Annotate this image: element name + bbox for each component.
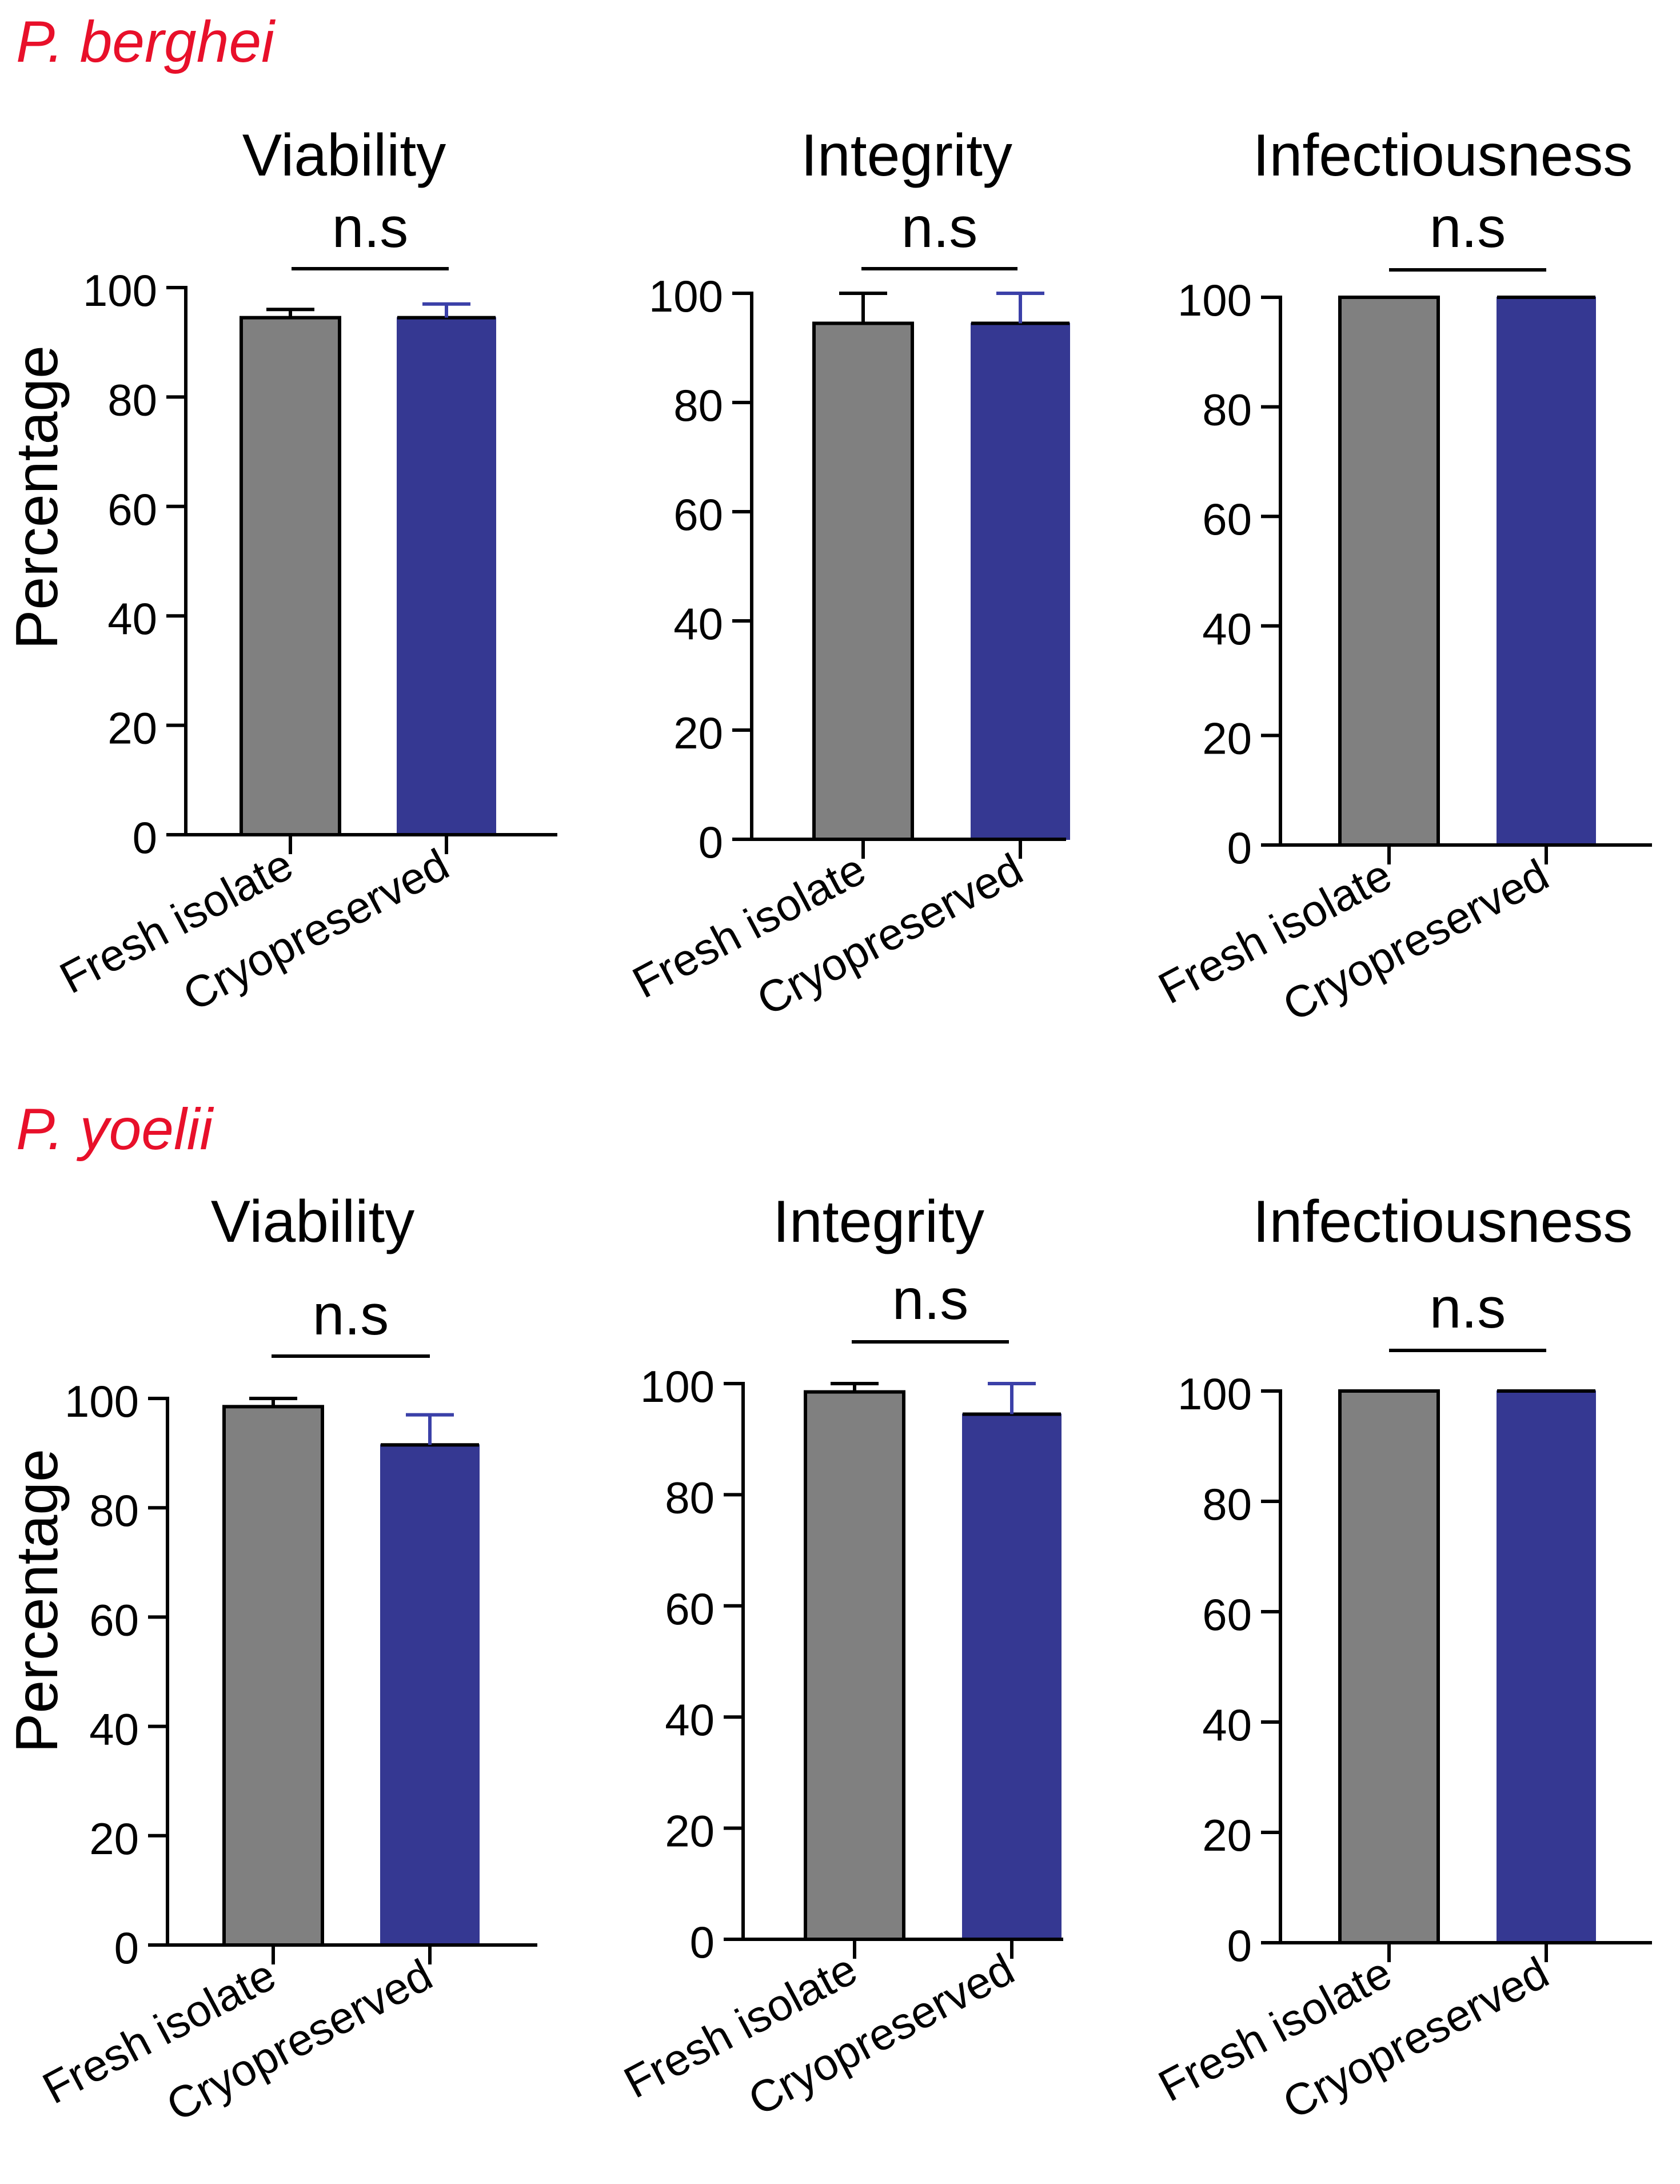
species-label-berghei: P. berghei bbox=[16, 9, 276, 74]
bar-cryopreserved bbox=[971, 322, 1070, 840]
y-tick-label: 80 bbox=[107, 374, 157, 425]
y-tick-label: 20 bbox=[107, 703, 157, 754]
y-tick-label: 60 bbox=[665, 1584, 715, 1634]
bar-fresh-isolate bbox=[1338, 296, 1440, 847]
y-tick-label: 40 bbox=[1202, 1700, 1252, 1750]
significance-label: n.s bbox=[1430, 1276, 1506, 1340]
y-tick-label: 80 bbox=[1202, 385, 1252, 435]
y-tick-label: 0 bbox=[690, 1917, 715, 1967]
bar-cryopreserved bbox=[962, 1413, 1062, 1940]
chart-title: Viability bbox=[211, 1189, 414, 1255]
y-tick-label: 100 bbox=[1178, 1369, 1252, 1419]
y-tick-label: 0 bbox=[114, 1923, 139, 1973]
y-tick-label: 100 bbox=[83, 265, 157, 316]
y-tick-label: 0 bbox=[133, 812, 157, 863]
bar-cryopreserved bbox=[1497, 1390, 1596, 1943]
chart-title: Infectiousness bbox=[1253, 122, 1633, 189]
significance-label: n.s bbox=[313, 1283, 389, 1347]
y-axis-label: Percentage bbox=[4, 1449, 70, 1753]
y-axis-label: Percentage bbox=[4, 345, 70, 649]
chart-title: Infectiousness bbox=[1253, 1189, 1633, 1255]
y-tick-label: 20 bbox=[89, 1814, 139, 1864]
chart-title: Viability bbox=[242, 122, 446, 189]
significance-label: n.s bbox=[901, 196, 977, 260]
y-tick-label: 80 bbox=[1202, 1479, 1252, 1529]
species-label-yoelii: P. yoelii bbox=[16, 1097, 214, 1162]
significance-label: n.s bbox=[1430, 196, 1506, 260]
y-tick-label: 0 bbox=[1227, 1920, 1252, 1971]
bar-fresh-isolate bbox=[222, 1405, 324, 1947]
significance-label: n.s bbox=[332, 196, 408, 260]
bar-cryopreserved bbox=[380, 1444, 480, 1946]
bar-cryopreserved bbox=[397, 317, 496, 835]
y-tick-label: 60 bbox=[89, 1595, 139, 1645]
bar-fresh-isolate bbox=[812, 321, 914, 841]
y-tick-label: 40 bbox=[1202, 604, 1252, 654]
y-tick-label: 80 bbox=[89, 1485, 139, 1536]
y-tick-label: 0 bbox=[699, 817, 723, 867]
bar-cryopreserved bbox=[1497, 297, 1596, 846]
bar-fresh-isolate bbox=[1338, 1389, 1440, 1944]
y-tick-label: 20 bbox=[665, 1806, 715, 1856]
y-tick-label: 100 bbox=[65, 1376, 139, 1426]
chart-title: Integrity bbox=[801, 122, 1012, 189]
y-tick-label: 100 bbox=[1178, 275, 1252, 325]
y-tick-label: 40 bbox=[665, 1695, 715, 1745]
y-tick-label: 60 bbox=[107, 484, 157, 535]
bar-fresh-isolate bbox=[804, 1390, 905, 1942]
y-tick-label: 40 bbox=[107, 593, 157, 644]
bar-fresh-isolate bbox=[240, 316, 341, 836]
y-tick-label: 60 bbox=[1202, 1589, 1252, 1640]
significance-label: n.s bbox=[892, 1268, 968, 1332]
y-tick-label: 0 bbox=[1227, 823, 1252, 873]
y-tick-label: 100 bbox=[649, 271, 723, 321]
y-tick-label: 60 bbox=[1202, 494, 1252, 544]
y-tick-label: 60 bbox=[673, 489, 723, 540]
y-tick-label: 100 bbox=[640, 1361, 715, 1412]
y-tick-label: 40 bbox=[673, 599, 723, 649]
chart-title: Integrity bbox=[773, 1189, 984, 1255]
y-tick-label: 80 bbox=[665, 1472, 715, 1523]
y-tick-label: 40 bbox=[89, 1704, 139, 1755]
y-tick-label: 20 bbox=[673, 708, 723, 758]
y-tick-label: 20 bbox=[1202, 1810, 1252, 1860]
y-tick-label: 20 bbox=[1202, 713, 1252, 763]
y-tick-label: 80 bbox=[673, 380, 723, 431]
